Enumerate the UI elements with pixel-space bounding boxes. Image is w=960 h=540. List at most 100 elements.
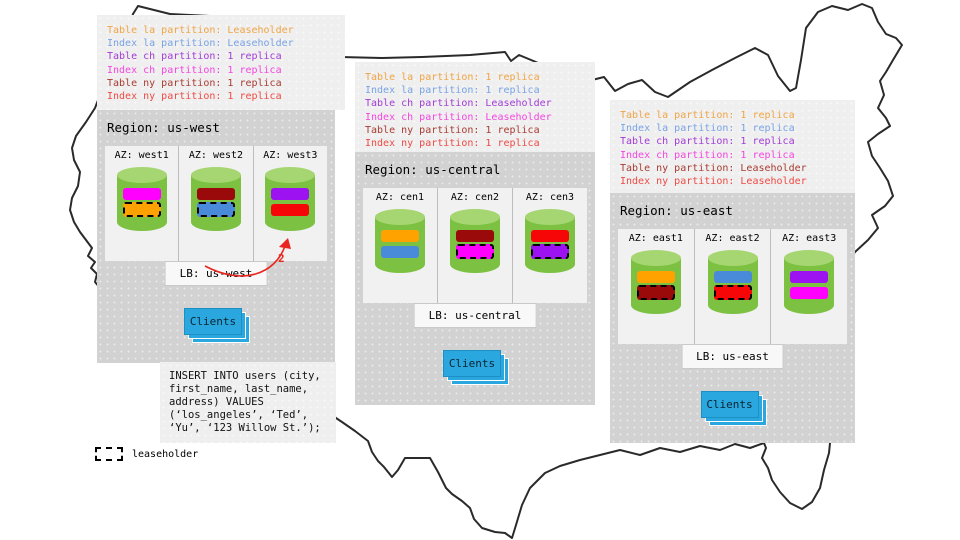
az-label: AZ: west2 [188,150,244,161]
sql-statement-note: INSERT INTO users (city, first_name, las… [160,362,336,443]
az-column-east2: AZ: east2 [695,229,772,344]
az-column-east1: AZ: east1 [618,229,695,344]
partition-replica-bar [531,230,569,242]
partition-replica-bar [196,202,235,217]
annotation-line: Table la partition: Leaseholder [107,25,294,36]
region-panel-us-central: Region: us-central AZ: cen1 AZ: cen2 [355,152,595,405]
region-panel-us-east: Region: us-east AZ: east1 AZ: east2 [610,193,855,443]
az-container: AZ: cen1 AZ: cen2 AZ: cen3 [363,188,587,303]
database-cylinder-icon [190,167,241,239]
az-column-west2: AZ: west2 [179,146,254,261]
cylinder-top [525,209,575,225]
clients-label: Clients [443,350,501,377]
cylinder-top [116,167,167,183]
arrowhead-icon [279,238,291,249]
leaseholder-swatch-icon [95,447,123,461]
partition-replica-bar [713,285,752,300]
region-title: Region: us-central [365,162,501,177]
annotation-line: Table ch partition: 1 replica [620,136,795,148]
database-cylinder-icon [630,250,681,322]
region-title: Region: us-west [107,120,220,135]
annotation-box-us-west: Table la partition: Leaseholder Index la… [97,15,345,110]
partition-replica-bar [790,287,829,299]
partition-replica-bar [636,271,675,283]
clients-node: Clients [443,350,509,385]
cylinder-top [265,167,316,183]
cylinder-top [784,250,835,266]
database-cylinder-icon [707,250,758,322]
database-cylinder-icon [116,167,167,239]
region-panel-us-west: Region: us-west AZ: west1 AZ: west2 [97,110,335,363]
annotation-box-us-central: Table la partition: 1 replica Index la p… [355,62,595,155]
annotation-line: Table ch partition: 1 replica [107,51,282,63]
annotation-line: Table la partition: 1 replica [365,72,540,83]
annotation-line: Index la partition: 1 replica [365,85,540,97]
cylinder-body [784,258,835,314]
region-title: Region: us-east [620,203,733,218]
annotation-line: Table la partition: 1 replica [620,110,795,121]
annotation-line: Table ny partition: 1 replica [365,124,540,136]
database-cylinder-icon [265,167,316,239]
database-cylinder-icon [450,209,500,281]
az-column-west1: AZ: west1 [105,146,180,261]
sql-line: (‘los_angeles’, ‘Ted’, [169,409,309,421]
annotation-line: Index ny partition: Leaseholder [620,176,807,188]
annotation-line: Index ch partition: Leaseholder [365,111,552,123]
arrow-step-label: 2 [278,252,285,265]
az-label: AZ: east3 [782,233,837,244]
query-routing-arrow: 2 [204,238,291,277]
az-label: AZ: cen1 [375,192,425,203]
partition-replica-bar [381,230,419,242]
az-container: AZ: west1 AZ: west2 AZ: west3 [105,146,327,261]
annotation-line: Index ch partition: 1 replica [620,149,795,161]
partition-replica-bar [636,285,675,300]
database-cylinder-icon [525,209,575,281]
partition-replica-bar [122,202,161,217]
annotation-box-us-east: Table la partition: 1 replica Index la p… [610,100,855,193]
az-column-east3: AZ: east3 [771,229,847,344]
annotation-line: Table ny partition: 1 replica [107,77,282,89]
partition-replica-bar [531,244,569,259]
cylinder-top [707,250,758,266]
partition-replica-bar [122,188,161,200]
az-column-cen3: AZ: cen3 [513,188,587,303]
az-label: AZ: west3 [263,150,318,161]
annotation-line: Table ny partition: Leaseholder [620,162,807,174]
clients-node: Clients [700,391,767,426]
annotation-line: Index ny partition: 1 replica [365,138,540,150]
az-label: AZ: cen3 [525,192,575,203]
annotation-line: Table ch partition: Leaseholder [365,98,552,110]
clients-label: Clients [700,391,759,418]
clients-label: Clients [184,308,242,335]
az-label: AZ: cen2 [450,192,500,203]
sql-line: ‘Yu’, ‘123 Willow St.’); [169,422,321,434]
az-container: AZ: east1 AZ: east2 AZ: east3 [618,229,847,344]
partition-replica-bar [271,204,310,216]
cylinder-body [265,175,316,231]
database-cylinder-icon [784,250,835,322]
sql-line: address) VALUES [169,396,264,408]
annotation-line: Index la partition: 1 replica [620,123,795,135]
legend-label: leaseholder [132,448,199,460]
partition-replica-bar [790,271,829,283]
partition-replica-bar [196,188,235,200]
cylinder-top [450,209,500,225]
cylinder-top [375,209,425,225]
load-balancer-us-west: LB: us-west [164,261,268,286]
load-balancer-us-central: LB: us-central [413,303,537,328]
sql-line: first_name, last_name, [169,383,309,395]
legend: leaseholder [95,447,198,461]
az-label: AZ: east1 [628,233,683,244]
cylinder-top [630,250,681,266]
partition-replica-bar [713,271,752,283]
cylinder-body [375,217,425,273]
sql-line: INSERT INTO users (city, [169,370,321,382]
partition-replica-bar [381,246,419,258]
load-balancer-us-east: LB: us-east [681,344,784,369]
cylinder-top [190,167,241,183]
az-column-west3: AZ: west3 [254,146,327,261]
az-column-cen2: AZ: cen2 [438,188,513,303]
partition-replica-bar [456,244,494,259]
annotation-line: Index ny partition: 1 replica [107,91,282,103]
